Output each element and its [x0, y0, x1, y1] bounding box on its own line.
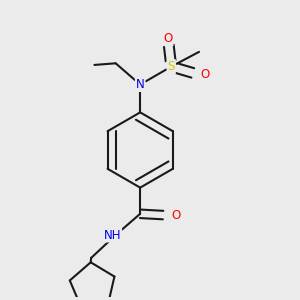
Text: NH: NH [103, 229, 121, 242]
Text: S: S [168, 60, 175, 73]
Text: O: O [171, 209, 180, 222]
Text: O: O [200, 68, 210, 81]
Text: N: N [136, 78, 145, 91]
Text: O: O [164, 32, 172, 45]
